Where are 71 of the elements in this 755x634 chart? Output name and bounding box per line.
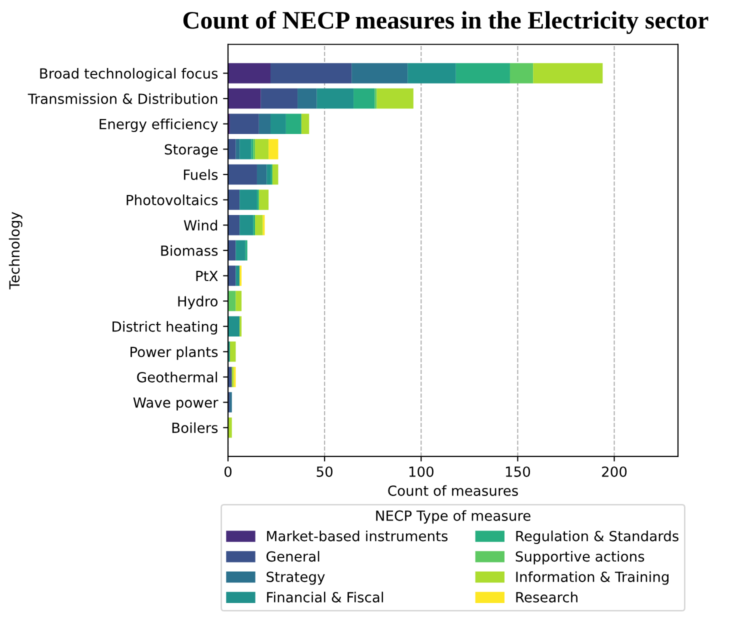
x-tick-label: 200 bbox=[602, 466, 627, 477]
bar bbox=[408, 63, 456, 84]
bar bbox=[354, 88, 375, 109]
bar bbox=[255, 214, 263, 236]
bar bbox=[352, 63, 408, 84]
x-tick-label: 50 bbox=[316, 466, 332, 477]
bar bbox=[228, 139, 236, 160]
bar bbox=[240, 214, 254, 236]
y-tick-label: Storage bbox=[164, 144, 218, 158]
y-tick-label: Boilers bbox=[172, 422, 218, 434]
bar bbox=[236, 266, 240, 286]
y-tick-label: Biomass bbox=[161, 245, 218, 256]
bar bbox=[236, 240, 246, 261]
bar bbox=[298, 88, 317, 109]
bar bbox=[236, 290, 242, 312]
legend-label: Research bbox=[516, 592, 578, 602]
bar bbox=[228, 214, 240, 236]
y-axis-title: Technology bbox=[8, 212, 22, 290]
bar bbox=[256, 164, 267, 185]
y-tick-label: District heating bbox=[112, 321, 218, 335]
bar bbox=[316, 88, 354, 109]
bar bbox=[230, 114, 259, 134]
bar bbox=[258, 190, 269, 210]
legend-label: Supportive actions bbox=[516, 550, 644, 564]
bar bbox=[510, 63, 534, 84]
bar bbox=[286, 114, 302, 134]
bar bbox=[376, 88, 414, 109]
legend-label: Financial & Fiscal bbox=[267, 592, 383, 602]
legend-title: NECP Type of measure bbox=[376, 510, 530, 524]
bar bbox=[228, 63, 270, 84]
bar bbox=[266, 164, 270, 185]
bar bbox=[228, 88, 261, 109]
bar bbox=[230, 342, 236, 362]
legend-label: Information & Training bbox=[516, 571, 668, 585]
bar bbox=[236, 139, 240, 160]
y-tick-label: Geothermal bbox=[137, 372, 217, 382]
x-axis-title: Count of measures bbox=[388, 485, 518, 496]
bar bbox=[260, 88, 298, 109]
y-tick-label: Fuels bbox=[184, 169, 218, 180]
y-tick-label: Photovoltaics bbox=[126, 194, 218, 206]
bar bbox=[270, 63, 352, 84]
y-tick-label: Hydro bbox=[178, 296, 218, 310]
bar bbox=[228, 164, 257, 185]
legend-label: Regulation & Standards bbox=[516, 530, 678, 544]
bar bbox=[268, 139, 278, 160]
y-tick-label: Wave power bbox=[133, 397, 218, 410]
chart-title: Count of NECP measures in the Electricity sector bbox=[183, 10, 708, 34]
bar bbox=[272, 164, 278, 185]
legend-label: General bbox=[266, 550, 320, 562]
bar bbox=[228, 316, 240, 336]
bar bbox=[533, 63, 603, 84]
legend-label: Strategy bbox=[266, 572, 325, 585]
bar bbox=[228, 266, 236, 286]
bar bbox=[255, 139, 269, 160]
x-tick-label: 0 bbox=[224, 466, 232, 477]
bar bbox=[301, 114, 310, 134]
bar bbox=[240, 139, 252, 160]
bar bbox=[228, 190, 240, 210]
y-tick-label: Broad technological focus bbox=[40, 68, 218, 82]
bar bbox=[456, 63, 510, 84]
legend-label: Market-based instruments bbox=[267, 530, 448, 542]
y-tick-label: Transmission & Distribution bbox=[28, 93, 218, 104]
x-tick-label: 100 bbox=[409, 466, 434, 477]
y-tick-label: Wind bbox=[184, 220, 218, 231]
bar bbox=[240, 190, 257, 210]
bar bbox=[258, 114, 270, 134]
y-tick-label: Power plants bbox=[130, 346, 218, 360]
y-tick-label: Energy efficiency bbox=[100, 118, 218, 132]
bar bbox=[270, 114, 286, 134]
x-tick-label: 150 bbox=[506, 466, 530, 477]
y-tick-label: PtX bbox=[196, 270, 218, 282]
